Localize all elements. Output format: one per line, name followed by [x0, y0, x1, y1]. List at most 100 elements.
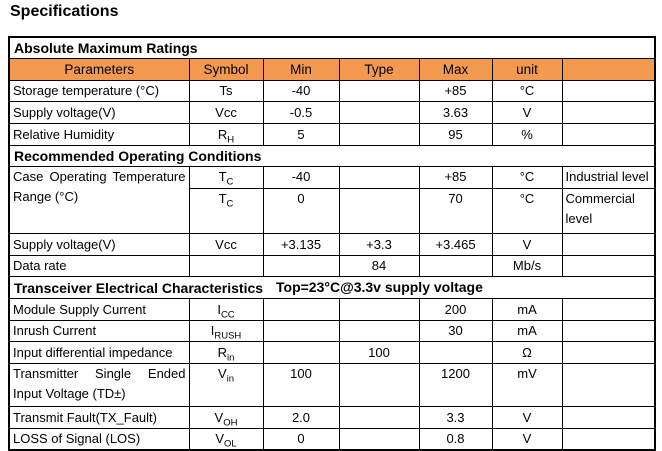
- symbol-subscript: OH: [223, 417, 238, 429]
- cell-unit: V: [491, 233, 563, 256]
- cell-unit: mV: [491, 363, 563, 407]
- cell-min: +3.135: [262, 233, 340, 256]
- cell-max: +3.465: [418, 233, 493, 256]
- table-row: Module Supply Current ICC 200 mA: [8, 298, 656, 321]
- cell-note: [561, 320, 656, 342]
- cell-max: 70: [418, 188, 493, 234]
- cell-parameter: Storage temperature (°C): [8, 80, 190, 102]
- cell-symbol: Vcc: [188, 101, 264, 124]
- section-title-recommended-operating-conditions: Recommended Operating Conditions: [8, 145, 656, 167]
- cell-unit: %: [491, 123, 563, 146]
- cell-symbol: Vcc: [188, 233, 264, 256]
- symbol-base: V: [214, 409, 224, 425]
- column-header-type: Type: [338, 58, 420, 81]
- cell-min: [262, 341, 340, 364]
- cell-unit: mA: [491, 298, 563, 321]
- symbol-base: I: [210, 323, 215, 338]
- symbol-base: V: [217, 366, 227, 381]
- symbol-subscript: C: [226, 198, 234, 210]
- cell-symbol: [188, 255, 264, 277]
- cell-max: 3.63: [418, 101, 493, 124]
- cell-parameter: Inrush Current: [8, 320, 190, 342]
- column-header-note: [561, 58, 656, 81]
- cell-note: [561, 406, 656, 429]
- symbol-base: T: [218, 169, 227, 184]
- cell-max: 3.3: [418, 406, 493, 429]
- table-row: Input differential impedance Rin 100 Ω: [8, 341, 656, 364]
- cell-unit: °C: [491, 166, 563, 189]
- cell-min: 5: [262, 123, 340, 146]
- cell-note: [561, 255, 656, 277]
- cell-max: 95: [418, 123, 493, 146]
- cell-unit: Mb/s: [491, 255, 563, 277]
- cell-min: [262, 298, 340, 321]
- cell-type: +3.3: [338, 233, 420, 256]
- symbol-subscript: in: [226, 373, 235, 385]
- symbol-base: T: [218, 191, 227, 206]
- cell-unit: V: [491, 406, 563, 429]
- cell-unit: °C: [491, 80, 563, 102]
- table-row: Transmit Fault(TX_Fault) VOH 2.0 3.3 V: [8, 406, 656, 429]
- symbol-base: V: [215, 431, 224, 446]
- cell-max: 200: [418, 298, 493, 321]
- cell-symbol: Rin: [188, 341, 264, 364]
- cell-type: [338, 101, 420, 124]
- cell-parameter: Transmit Fault(TX_Fault): [8, 406, 190, 429]
- table-row: Storage temperature (°C) Ts -40 +85 °C: [8, 80, 656, 102]
- cell-min: 0: [262, 188, 340, 234]
- cell-max: [418, 255, 493, 277]
- table-row: Transceiver Electrical Characteristics T…: [8, 276, 656, 299]
- symbol-subscript: H: [227, 134, 235, 146]
- cell-min: [262, 255, 340, 277]
- cell-note: Industrial level: [561, 166, 656, 189]
- cell-parameter: Relative Humidity: [8, 123, 190, 146]
- section-title-transceiver-electrical-characteristics: Transceiver Electrical Characteristics T…: [8, 276, 656, 299]
- symbol-base: R: [217, 126, 228, 142]
- cell-parameter: Input differential impedance: [8, 341, 190, 364]
- cell-symbol: Ts: [188, 80, 264, 102]
- column-header-unit: unit: [491, 58, 563, 81]
- cell-symbol: IRUSH: [188, 320, 264, 342]
- table-row: Absolute Maximum Ratings: [8, 36, 656, 59]
- cell-note: [561, 363, 656, 407]
- cell-symbol: Vin: [188, 363, 264, 407]
- cell-note: [561, 101, 656, 124]
- cell-note: [561, 341, 656, 364]
- cell-max: 30: [418, 320, 493, 342]
- cell-min: -40: [262, 166, 340, 189]
- cell-note: Commercial level: [561, 188, 656, 234]
- cell-symbol: RH: [188, 123, 264, 146]
- section3-subtitle: Top=23°C@3.3v supply voltage: [276, 279, 483, 295]
- cell-unit: °C: [491, 188, 563, 234]
- symbol-subscript: RUSH: [214, 330, 242, 342]
- cell-parameter: Data rate: [8, 255, 190, 277]
- table-row: Recommended Operating Conditions: [8, 145, 656, 167]
- table-row: Transmitter Single Ended Input Voltage (…: [8, 363, 656, 407]
- symbol-base: R: [217, 344, 227, 360]
- symbol-base: Vcc: [215, 236, 237, 252]
- column-header-min: Min: [262, 58, 340, 81]
- cell-type: 84: [338, 255, 420, 277]
- specifications-table: Absolute Maximum Ratings Parameters Symb…: [8, 36, 657, 451]
- cell-symbol: VOH: [188, 406, 264, 429]
- cell-type: [338, 123, 420, 146]
- symbol-base: Vcc: [215, 104, 237, 120]
- column-header-symbol: Symbol: [188, 58, 264, 81]
- cell-note: [561, 298, 656, 321]
- cell-type: [338, 80, 420, 102]
- symbol-subscript: C: [226, 176, 234, 188]
- cell-min: 2.0: [262, 406, 340, 429]
- cell-parameter: Case Operating Temperature Range (°C): [8, 166, 190, 234]
- cell-min: -40: [262, 80, 340, 102]
- symbol-base: I: [217, 301, 221, 317]
- table-row: Relative Humidity RH 5 95 %: [8, 123, 656, 146]
- cell-type: [338, 363, 420, 407]
- table-row: TC 0 70 °C Commercial level: [9, 188, 656, 234]
- section-title-absolute-maximum-ratings: Absolute Maximum Ratings: [8, 36, 656, 59]
- cell-note: [561, 233, 656, 256]
- cell-symbol: TC: [188, 188, 264, 234]
- cell-max: 1200: [418, 363, 493, 407]
- column-header-parameters: Parameters: [8, 58, 190, 81]
- cell-parameter: Transmitter Single Ended Input Voltage (…: [8, 363, 190, 407]
